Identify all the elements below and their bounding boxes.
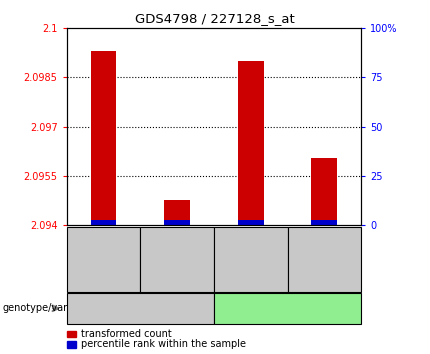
Bar — [311, 158, 337, 225]
Text: percentile rank within the sample: percentile rank within the sample — [81, 339, 246, 349]
Text: HNF4a depletion: HNF4a depletion — [99, 303, 181, 313]
Text: GSM720616: GSM720616 — [246, 232, 255, 287]
Text: transformed count: transformed count — [81, 329, 172, 339]
Text: GSM720617: GSM720617 — [99, 232, 108, 287]
Text: GSM720618: GSM720618 — [320, 232, 329, 287]
Bar — [164, 220, 190, 225]
Text: GDS4798 / 227128_s_at: GDS4798 / 227128_s_at — [135, 12, 295, 25]
Bar — [238, 220, 264, 225]
Text: GSM720619: GSM720619 — [172, 232, 181, 287]
Text: genotype/variation: genotype/variation — [2, 303, 95, 313]
Bar — [311, 220, 337, 225]
Bar — [91, 220, 117, 225]
Bar — [238, 61, 264, 225]
Bar — [164, 200, 190, 225]
Text: control: control — [271, 303, 304, 313]
Bar — [91, 51, 117, 225]
